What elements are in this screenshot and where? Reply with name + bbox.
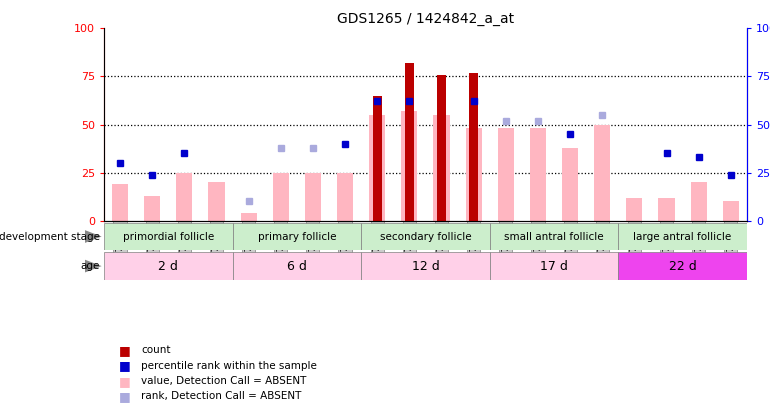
Bar xyxy=(530,128,546,221)
Text: ■: ■ xyxy=(119,375,131,388)
Bar xyxy=(626,198,642,221)
Bar xyxy=(658,198,675,221)
Bar xyxy=(594,125,611,221)
Bar xyxy=(112,184,128,221)
Text: large antral follicle: large antral follicle xyxy=(634,232,731,241)
Bar xyxy=(618,252,747,280)
Text: small antral follicle: small antral follicle xyxy=(504,232,604,241)
Text: 2 d: 2 d xyxy=(159,260,178,273)
Text: percentile rank within the sample: percentile rank within the sample xyxy=(141,361,316,371)
Bar xyxy=(405,63,413,221)
Bar xyxy=(373,96,382,221)
Bar xyxy=(469,72,478,221)
Bar xyxy=(337,173,353,221)
Bar xyxy=(562,148,578,221)
Bar xyxy=(144,196,160,221)
Text: secondary follicle: secondary follicle xyxy=(380,232,471,241)
Text: primordial follicle: primordial follicle xyxy=(122,232,214,241)
Text: ■: ■ xyxy=(119,359,131,372)
Bar xyxy=(209,182,225,221)
Bar xyxy=(618,223,747,250)
Text: value, Detection Call = ABSENT: value, Detection Call = ABSENT xyxy=(141,376,306,386)
Bar xyxy=(361,223,490,250)
Text: development stage: development stage xyxy=(0,232,100,241)
Text: count: count xyxy=(141,345,170,355)
Bar xyxy=(273,173,289,221)
Bar xyxy=(361,252,490,280)
Text: ■: ■ xyxy=(119,344,131,357)
Text: ■: ■ xyxy=(119,390,131,403)
Bar xyxy=(437,75,446,221)
Text: 12 d: 12 d xyxy=(411,260,440,273)
Bar xyxy=(691,182,707,221)
Bar xyxy=(104,223,233,250)
Text: 17 d: 17 d xyxy=(540,260,568,273)
Polygon shape xyxy=(85,260,102,273)
Bar xyxy=(104,252,233,280)
Polygon shape xyxy=(85,230,102,243)
Bar xyxy=(233,252,361,280)
Bar xyxy=(490,252,618,280)
Text: age: age xyxy=(81,261,100,271)
Bar xyxy=(240,213,256,221)
Text: primary follicle: primary follicle xyxy=(258,232,336,241)
Bar xyxy=(466,128,482,221)
Bar xyxy=(490,223,618,250)
Bar xyxy=(723,202,739,221)
Bar xyxy=(369,115,385,221)
Title: GDS1265 / 1424842_a_at: GDS1265 / 1424842_a_at xyxy=(336,12,514,26)
Bar xyxy=(434,115,450,221)
Text: rank, Detection Call = ABSENT: rank, Detection Call = ABSENT xyxy=(141,392,301,401)
Bar xyxy=(233,223,361,250)
Text: 22 d: 22 d xyxy=(668,260,697,273)
Bar xyxy=(305,173,321,221)
Bar xyxy=(401,111,417,221)
Bar xyxy=(497,128,514,221)
Text: 6 d: 6 d xyxy=(287,260,306,273)
Bar xyxy=(176,173,192,221)
